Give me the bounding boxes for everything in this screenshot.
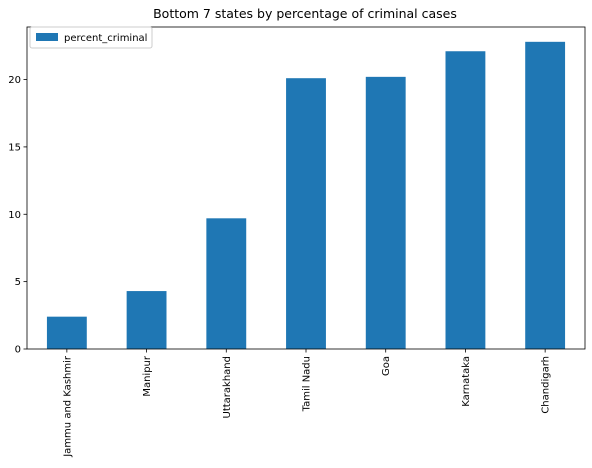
bar xyxy=(206,218,247,349)
chart-title: Bottom 7 states by percentage of crimina… xyxy=(153,6,457,21)
x-tick-label: Goa xyxy=(381,356,392,376)
bar xyxy=(365,76,406,349)
x-tick-label: Chandigarh xyxy=(541,356,552,414)
x-tick-label: Karnataka xyxy=(461,356,472,407)
y-tick-label: 0 xyxy=(15,345,21,356)
legend-label: percent_criminal xyxy=(64,33,147,44)
x-tick-label: Jammu and Kashmir xyxy=(62,355,73,458)
y-tick-label: 15 xyxy=(8,142,21,153)
legend-swatch xyxy=(36,33,58,41)
legend-frame xyxy=(29,26,153,49)
bar xyxy=(525,41,566,349)
y-tick-label: 20 xyxy=(8,75,21,86)
legend: percent_criminal xyxy=(29,26,153,49)
y-tick-label: 5 xyxy=(15,277,21,288)
bars xyxy=(46,41,566,349)
bar xyxy=(126,291,167,349)
x-tick-label: Manipur xyxy=(142,355,153,397)
axes: 0 5 10 15 20 Jammu and Kashmir Manipur Uttarakh… xyxy=(8,26,586,458)
y-tick-label: 10 xyxy=(8,210,21,221)
x-tick-label: Tamil Nadu xyxy=(302,356,313,412)
bar xyxy=(445,51,486,349)
bar xyxy=(286,78,326,349)
x-tick-label: Uttarakhand xyxy=(222,356,233,418)
bar xyxy=(46,316,87,349)
